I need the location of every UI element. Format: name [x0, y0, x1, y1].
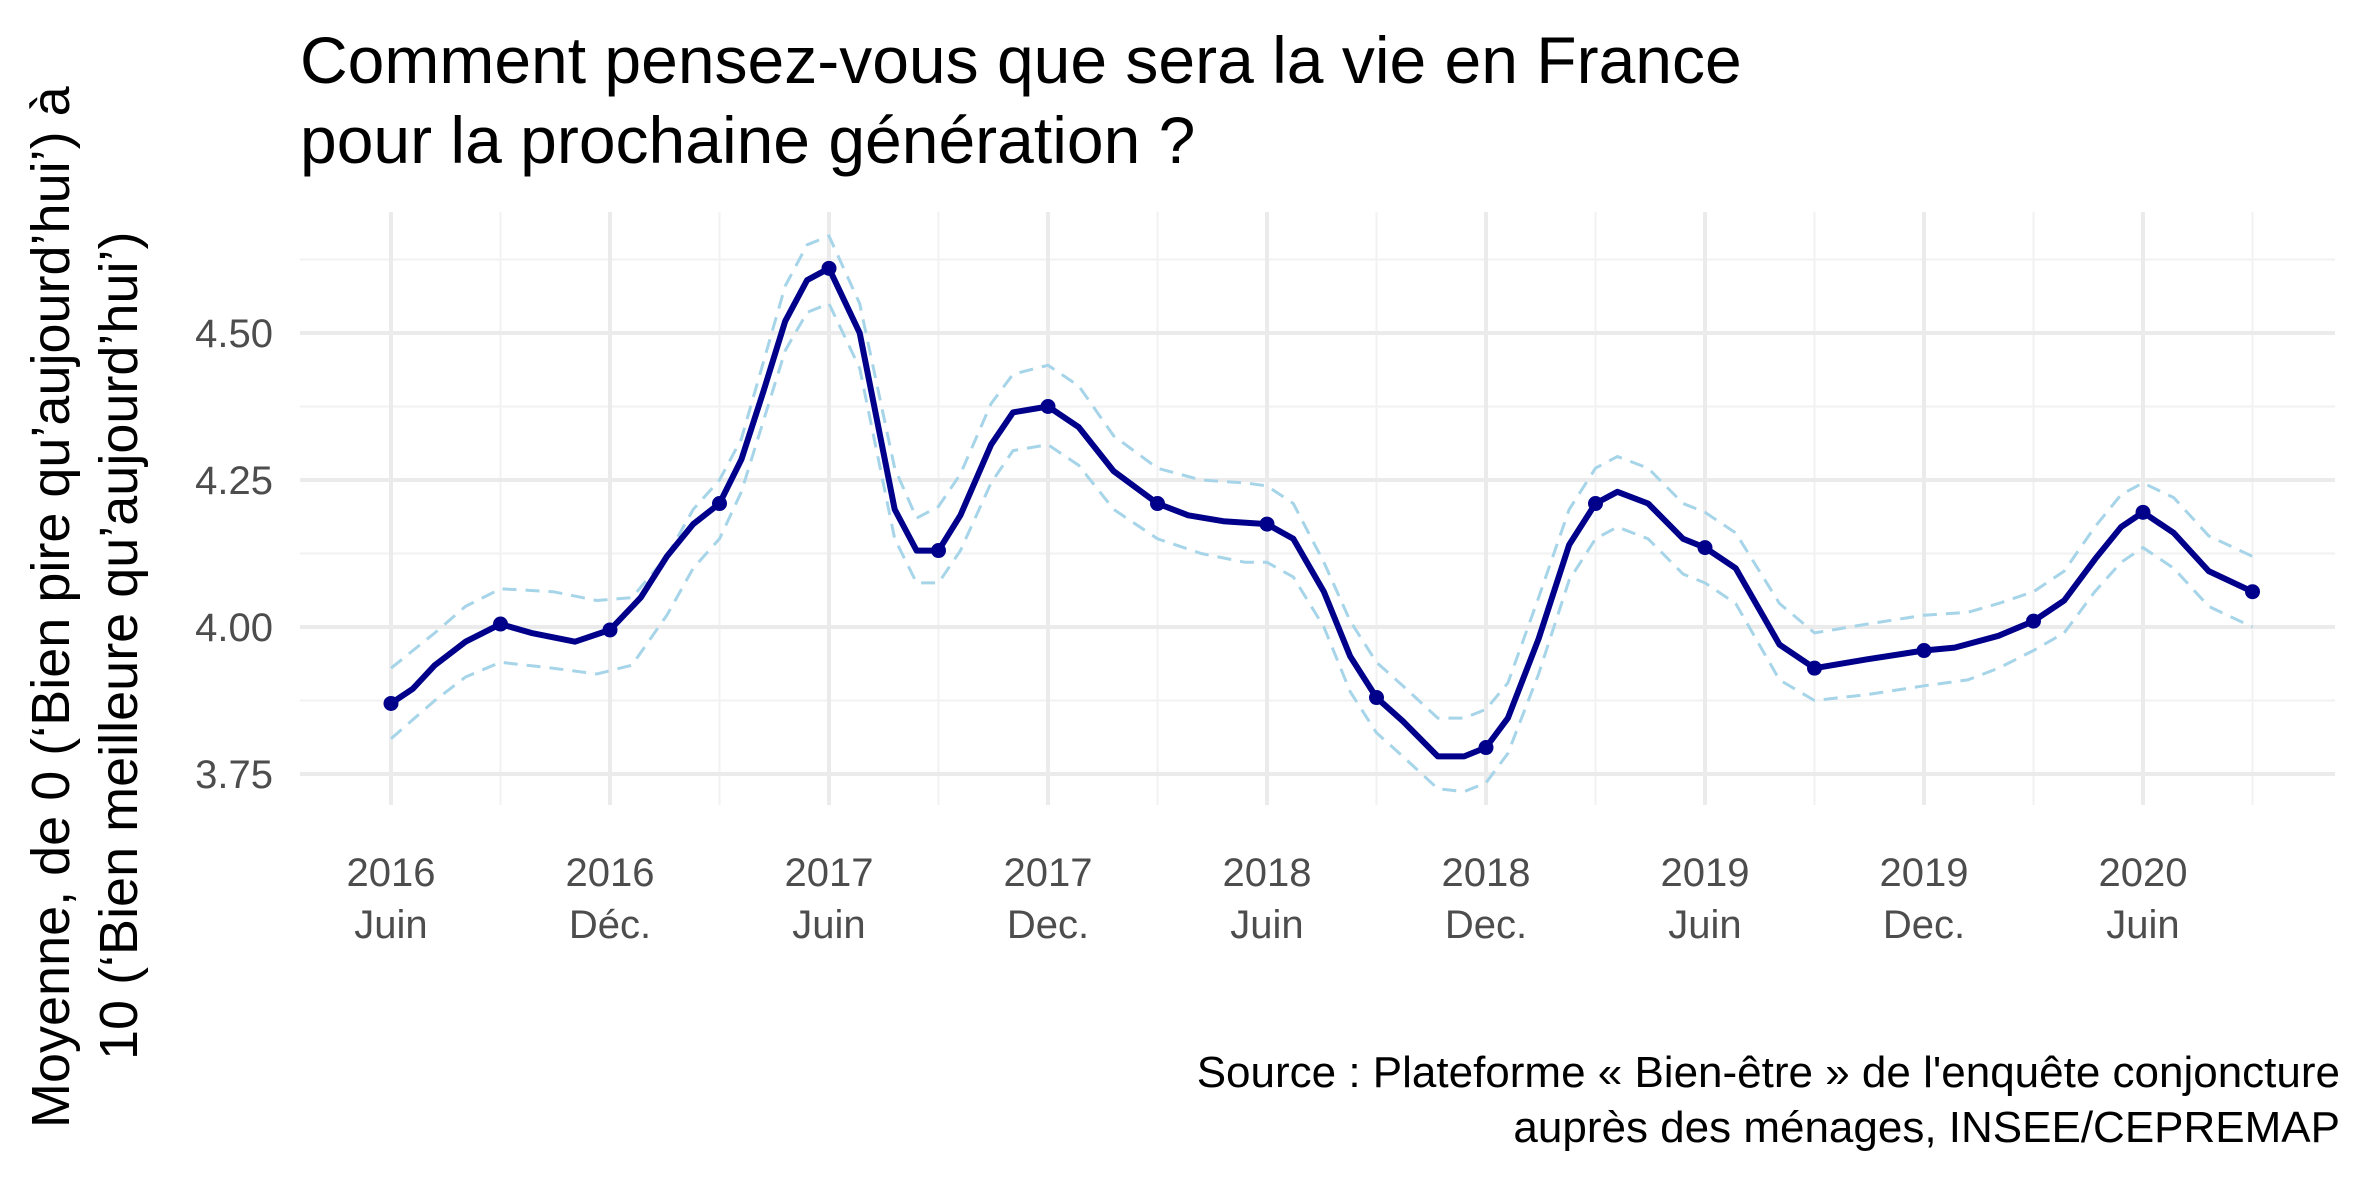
x-tick-label-period: Dec.: [1007, 903, 1089, 947]
ci-lower-line: [390, 301, 2254, 794]
caption-line-2: auprès des ménages, INSEE/CEPREMAP: [1513, 1103, 2340, 1152]
x-tick-label-period: Juin: [792, 903, 865, 947]
data-point: [1916, 643, 1932, 659]
x-tick-label-period: Juin: [354, 903, 427, 947]
data-point: [493, 616, 508, 632]
ci-upper-line: [390, 234, 2254, 720]
caption-line-1: Source : Plateforme « Bien-être » de l'e…: [1196, 1048, 2340, 1097]
y-tick-label: 3.75: [195, 753, 273, 797]
data-point: [1478, 740, 1494, 756]
x-tick-label-year: 2019: [1661, 851, 1750, 895]
data-point: [1697, 540, 1713, 556]
y-axis-label-line-2: 10 (‘Bien meilleure qu’aujourd’hui’): [89, 231, 149, 1060]
x-tick-label-year: 2016: [347, 851, 436, 895]
data-point: [383, 695, 399, 711]
x-tick-label-period: Juin: [1668, 903, 1741, 947]
confidence-band: [390, 234, 2254, 794]
y-tick-label: 4.00: [195, 606, 273, 650]
major-gridlines: [300, 212, 2335, 805]
x-tick-label-period: Déc.: [569, 903, 651, 947]
x-tick-label-period: Dec.: [1883, 903, 1965, 947]
data-points: [383, 260, 2260, 756]
x-tick-label-year: 2017: [1004, 851, 1093, 895]
y-tick-label: 4.50: [195, 312, 273, 356]
x-tick-label-year: 2018: [1223, 851, 1312, 895]
y-axis-ticks: 3.75 4.00 4.25 4.50: [195, 312, 273, 797]
x-axis-ticks: 2016 Juin 2016 Déc. 2017 Juin 2017 Dec. 2018 Juin…: [347, 851, 2188, 947]
chart-title-line-2: pour la prochaine génération ?: [300, 103, 1196, 177]
x-tick-label-year: 2020: [2099, 851, 2188, 895]
x-tick-label-year: 2019: [1880, 851, 1969, 895]
data-point: [821, 260, 837, 276]
data-point: [1369, 690, 1384, 706]
series-line-layer: [388, 265, 2256, 760]
data-point: [1040, 399, 1056, 414]
minor-gridlines: [300, 212, 2335, 805]
data-point: [712, 496, 727, 512]
data-point: [2026, 613, 2041, 629]
data-point: [2245, 584, 2260, 600]
x-tick-label-period: Juin: [1230, 903, 1303, 947]
data-point: [2135, 504, 2151, 520]
chart-title-line-1: Comment pensez-vous que sera la vie en F…: [300, 23, 1742, 97]
y-tick-label: 4.25: [195, 459, 273, 503]
data-point: [1150, 496, 1165, 512]
x-tick-label-period: Dec.: [1445, 903, 1527, 947]
x-tick-label-period: Juin: [2106, 903, 2179, 947]
x-tick-label-year: 2018: [1442, 851, 1531, 895]
y-axis-label-line-1: Moyenne, de 0 (‘Bien pire qu’aujourd’hui…: [21, 86, 81, 1128]
x-tick-label-year: 2017: [785, 851, 874, 895]
series-line: [388, 265, 2256, 760]
data-point: [1259, 516, 1275, 532]
data-point: [602, 622, 618, 638]
data-point: [1588, 496, 1603, 512]
data-point: [931, 543, 946, 559]
x-tick-label-year: 2016: [566, 851, 655, 895]
data-point: [1807, 660, 1822, 676]
